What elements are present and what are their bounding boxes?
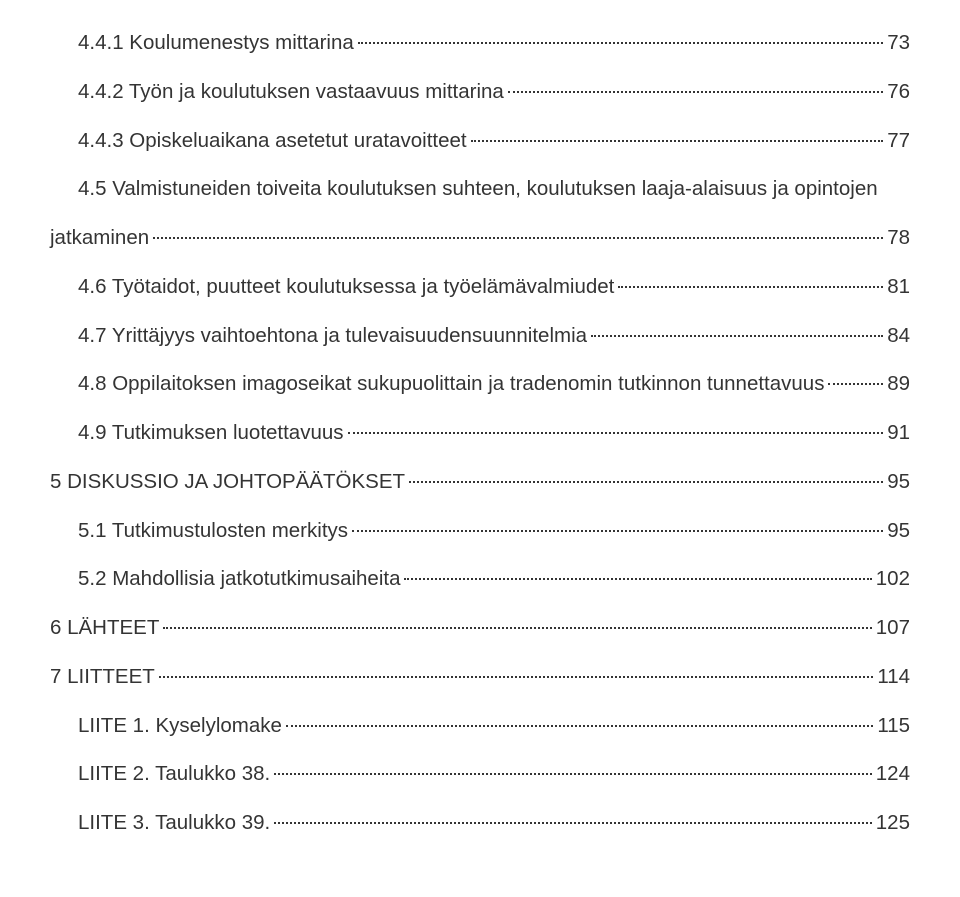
toc-label: 4.4.2 Työn ja koulutuksen vastaavuus mit… bbox=[78, 77, 504, 108]
toc-entry: 4.5 Valmistuneiden toiveita koulutuksen … bbox=[50, 174, 910, 254]
toc-page-number: 115 bbox=[877, 711, 910, 742]
toc-page-number: 107 bbox=[876, 613, 910, 644]
toc-entry: LIITE 1. Kyselylomake 115 bbox=[50, 711, 910, 742]
toc-leader-dots bbox=[828, 383, 883, 385]
toc-page-number: 95 bbox=[887, 516, 910, 547]
toc-page-number: 81 bbox=[887, 272, 910, 303]
toc-page-number: 102 bbox=[876, 564, 910, 595]
toc-entry: 4.4.1 Koulumenestys mittarina 73 bbox=[50, 28, 910, 59]
toc-label: 4.7 Yrittäjyys vaihtoehtona ja tulevaisu… bbox=[78, 321, 587, 352]
toc-page-number: 124 bbox=[876, 759, 910, 790]
toc-label: LIITE 1. Kyselylomake bbox=[78, 711, 282, 742]
toc-leader-dots bbox=[352, 530, 883, 532]
toc-leader-dots bbox=[409, 481, 883, 483]
toc-entry: LIITE 2. Taulukko 38. 124 bbox=[50, 759, 910, 790]
toc-leader-dots bbox=[348, 432, 884, 434]
toc-entry: 4.7 Yrittäjyys vaihtoehtona ja tulevaisu… bbox=[50, 321, 910, 352]
toc-entry: 4.8 Oppilaitoksen imagoseikat sukupuolit… bbox=[50, 369, 910, 400]
toc-page-number: 95 bbox=[887, 467, 910, 498]
toc-leader-dots bbox=[163, 627, 871, 629]
toc-entry: 5.1 Tutkimustulosten merkitys 95 bbox=[50, 516, 910, 547]
toc-entry: 6 LÄHTEET 107 bbox=[50, 613, 910, 644]
toc-leader-dots bbox=[274, 822, 872, 824]
toc-leader-dots bbox=[591, 335, 883, 337]
toc-leader-dots bbox=[404, 578, 871, 580]
toc-label: 4.9 Tutkimuksen luotettavuus bbox=[78, 418, 344, 449]
toc-label: 4.4.1 Koulumenestys mittarina bbox=[78, 28, 354, 59]
toc-label: 6 LÄHTEET bbox=[50, 613, 159, 644]
toc-label: 7 LIITTEET bbox=[50, 662, 155, 693]
toc-page-number: 114 bbox=[877, 662, 910, 693]
toc-page-number: 77 bbox=[887, 126, 910, 157]
toc-entry: 4.6 Työtaidot, puutteet koulutuksessa ja… bbox=[50, 272, 910, 303]
toc-leader-dots bbox=[508, 91, 883, 93]
toc-leader-dots bbox=[153, 237, 883, 239]
toc-leader-dots bbox=[274, 773, 872, 775]
toc-leader-dots bbox=[286, 725, 873, 727]
toc-label-continuation: jatkaminen bbox=[50, 223, 149, 254]
toc-label: 4.4.3 Opiskeluaikana asetetut uratavoitt… bbox=[78, 126, 467, 157]
toc-label: LIITE 2. Taulukko 38. bbox=[78, 759, 270, 790]
toc-page-number: 84 bbox=[887, 321, 910, 352]
toc-leader-dots bbox=[159, 676, 874, 678]
toc-page-number: 76 bbox=[887, 77, 910, 108]
toc-page-number: 91 bbox=[887, 418, 910, 449]
toc-page: 4.4.1 Koulumenestys mittarina 73 4.4.2 T… bbox=[0, 0, 960, 897]
toc-page-number: 125 bbox=[876, 808, 910, 839]
toc-label: 4.8 Oppilaitoksen imagoseikat sukupuolit… bbox=[78, 369, 824, 400]
toc-entry: 5 DISKUSSIO JA JOHTOPÄÄTÖKSET 95 bbox=[50, 467, 910, 498]
toc-entry: LIITE 3. Taulukko 39. 125 bbox=[50, 808, 910, 839]
toc-page-number: 78 bbox=[887, 223, 910, 254]
toc-leader-dots bbox=[358, 42, 883, 44]
toc-leader-dots bbox=[618, 286, 883, 288]
toc-entry: 7 LIITTEET 114 bbox=[50, 662, 910, 693]
toc-label: LIITE 3. Taulukko 39. bbox=[78, 808, 270, 839]
toc-entry: 5.2 Mahdollisia jatkotutkimusaiheita 102 bbox=[50, 564, 910, 595]
toc-page-number: 73 bbox=[887, 28, 910, 59]
toc-page-number: 89 bbox=[887, 369, 910, 400]
toc-label: 4.5 Valmistuneiden toiveita koulutuksen … bbox=[78, 177, 878, 200]
toc-label: 5.2 Mahdollisia jatkotutkimusaiheita bbox=[78, 564, 400, 595]
toc-entry: 4.4.3 Opiskeluaikana asetetut uratavoitt… bbox=[50, 126, 910, 157]
toc-entry: 4.4.2 Työn ja koulutuksen vastaavuus mit… bbox=[50, 77, 910, 108]
toc-entry: 4.9 Tutkimuksen luotettavuus 91 bbox=[50, 418, 910, 449]
toc-label: 4.6 Työtaidot, puutteet koulutuksessa ja… bbox=[78, 272, 614, 303]
toc-label: 5 DISKUSSIO JA JOHTOPÄÄTÖKSET bbox=[50, 467, 405, 498]
toc-label: 5.1 Tutkimustulosten merkitys bbox=[78, 516, 348, 547]
toc-leader-dots bbox=[471, 140, 884, 142]
